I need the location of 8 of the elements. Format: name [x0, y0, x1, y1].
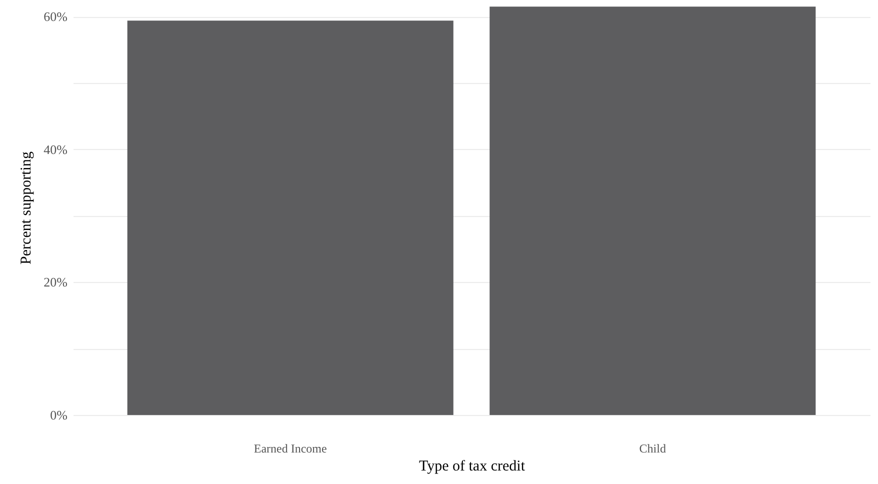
y-axis-title: Percent supporting	[18, 151, 35, 264]
x-tick-label: Earned Income	[254, 442, 327, 456]
x-axis-title: Type of tax credit	[419, 458, 526, 474]
y-tick-label: 40%	[44, 142, 68, 157]
y-tick-label: 60%	[44, 9, 68, 24]
y-tick-label: 20%	[44, 274, 68, 290]
y-tick-label: 0%	[50, 408, 68, 422]
x-tick-label: Child	[639, 442, 666, 456]
